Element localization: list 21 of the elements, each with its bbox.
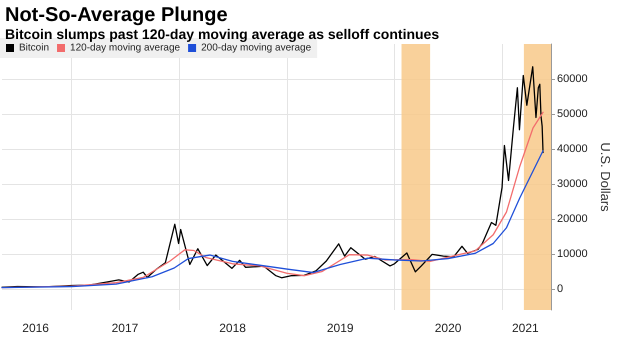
y-tick-label: 10000 bbox=[557, 248, 588, 260]
chart-title: Not-So-Average Plunge bbox=[5, 4, 228, 26]
x-tick-label: 2018 bbox=[219, 321, 246, 335]
y-axis-title: U.S. Dollars bbox=[598, 142, 613, 212]
x-tick-label: 2020 bbox=[434, 321, 462, 335]
y-tick-label: 50000 bbox=[557, 108, 588, 120]
x-tick-label: 2021 bbox=[512, 321, 540, 335]
legend-label: 200-day moving average bbox=[201, 42, 312, 54]
y-tick-label: 20000 bbox=[557, 213, 588, 225]
y-tick-label: 30000 bbox=[557, 178, 588, 190]
y-tick-label: 60000 bbox=[557, 73, 588, 85]
x-tick-label: 2016 bbox=[22, 321, 50, 335]
legend-label: Bitcoin bbox=[19, 42, 50, 54]
y-tick-label: 0 bbox=[557, 283, 564, 295]
legend-label: 120-day moving average bbox=[70, 42, 181, 54]
chart-subtitle: Bitcoin slumps past 120-day moving average as selloff continues bbox=[5, 26, 440, 42]
y-tick-label: 40000 bbox=[557, 143, 588, 155]
x-tick-label: 2017 bbox=[112, 321, 139, 335]
line-series bbox=[1, 150, 544, 288]
line-series bbox=[1, 66, 544, 288]
x-tick-label: 2019 bbox=[326, 321, 354, 335]
